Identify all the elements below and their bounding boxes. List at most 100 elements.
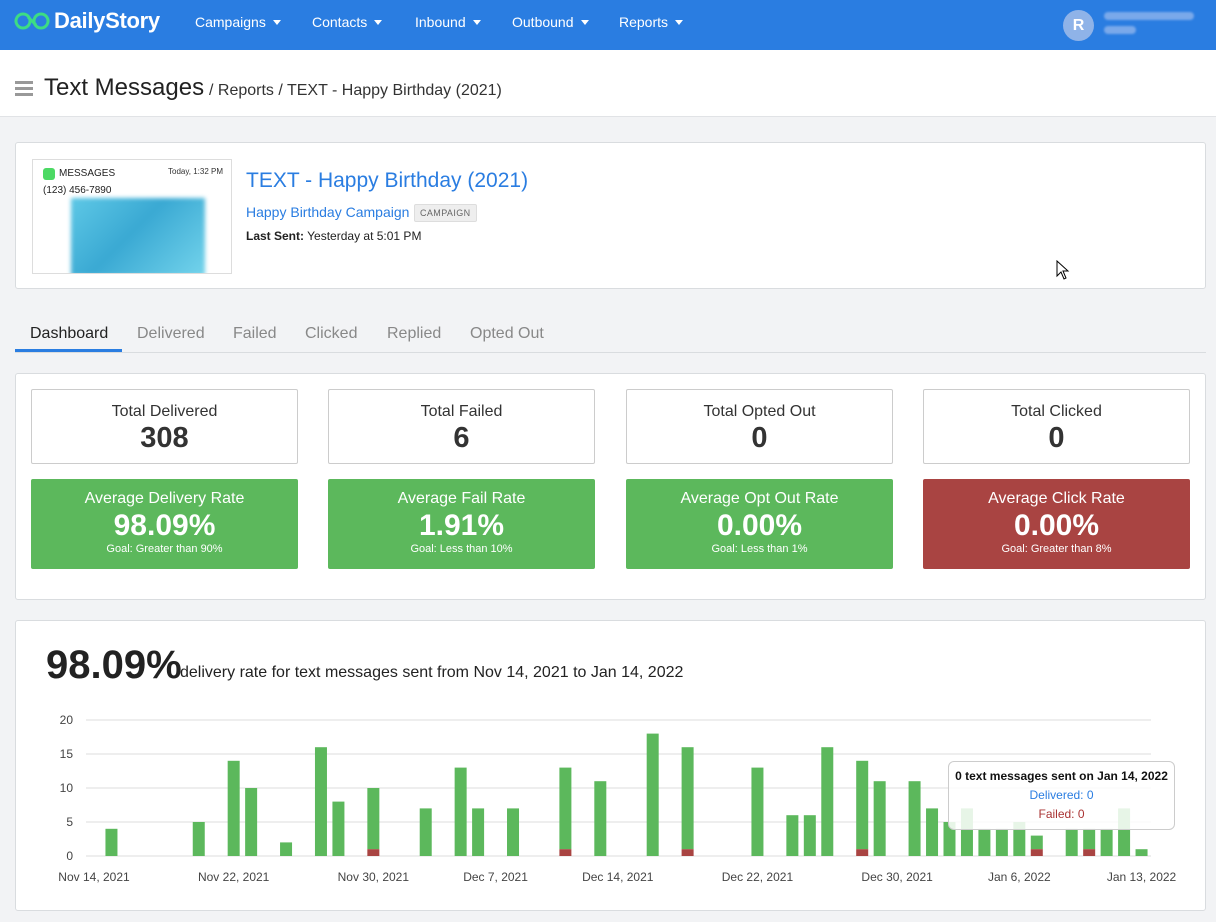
rate-label: Average Opt Out Rate — [680, 490, 839, 507]
tab-delivered[interactable]: Delivered — [137, 325, 205, 342]
bar-failed — [681, 849, 694, 856]
rate-value: 98.09% — [113, 509, 216, 542]
rate-label: Average Click Rate — [988, 490, 1125, 507]
delivery-bar-chart[interactable]: 0 5 10 15 20 Nov 14, 2021 Nov 22, 2021 Nov 30, … — [16, 621, 1205, 910]
bar-delivered — [873, 781, 886, 856]
bar-delivered — [943, 822, 956, 856]
logo-text: DailyStory — [54, 8, 160, 33]
rate-value: 0.00% — [1013, 509, 1100, 542]
campaign-badge: CAMPAIGN — [414, 204, 477, 222]
active-tab-indicator — [15, 349, 122, 352]
tab-clicked[interactable]: Clicked — [305, 325, 358, 342]
y-tick-label: 5 — [66, 815, 73, 829]
caret-down-icon — [272, 19, 281, 25]
bar-delivered — [926, 808, 939, 856]
bar-delivered — [786, 815, 799, 856]
bar-delivered — [192, 822, 205, 856]
message-preview-thumbnail[interactable]: MESSAGES Today, 1:32 PM (123) 456-7890 — [32, 159, 232, 274]
y-tick-label: 15 — [60, 747, 74, 761]
x-tick-label: Dec 22, 2021 — [722, 870, 794, 884]
rate-value: 1.91% — [418, 509, 505, 542]
preview-phone: (123) 456-7890 — [43, 185, 112, 196]
bar-delivered — [1083, 828, 1096, 850]
opt-out-rate-box: Average Opt Out Rate 0.00% Goal: Less th… — [626, 479, 893, 569]
bar-delivered — [856, 760, 869, 850]
bar-failed — [559, 849, 572, 856]
bar-delivered — [1030, 835, 1043, 850]
tab-replied[interactable]: Replied — [387, 325, 442, 342]
stat-label: Total Failed — [420, 403, 503, 420]
caret-down-icon — [374, 19, 383, 25]
y-tick-label: 10 — [60, 781, 74, 795]
y-tick-label: 20 — [60, 713, 74, 727]
nav-outbound[interactable]: Outbound — [512, 14, 589, 30]
nav-campaigns[interactable]: Campaigns — [195, 14, 281, 30]
last-sent-value: Yesterday at 5:01 PM — [307, 229, 422, 243]
bar-delivered — [681, 747, 694, 850]
user-avatar[interactable]: R — [1063, 10, 1094, 41]
bar-delivered — [314, 747, 327, 856]
bar-delivered — [1100, 828, 1113, 856]
nav-label: Contacts — [312, 14, 368, 30]
delivery-rate-box: Average Delivery Rate 98.09% Goal: Great… — [31, 479, 298, 569]
page-header: Text Messages / Reports / TEXT - Happy B… — [0, 50, 1216, 117]
preview-app-label: MESSAGES — [59, 168, 116, 179]
last-sent: Last Sent: Yesterday at 5:01 PM — [246, 229, 421, 243]
rate-goal: Goal: Less than 1% — [711, 543, 808, 555]
x-tick-label: Dec 14, 2021 — [582, 870, 654, 884]
bar-delivered — [803, 815, 816, 856]
bar-failed — [367, 849, 380, 856]
nav-inbound[interactable]: Inbound — [415, 14, 481, 30]
stat-value: 0 — [1048, 422, 1065, 454]
x-tick-label: Nov 30, 2021 — [338, 870, 410, 884]
bar-delivered — [280, 842, 293, 856]
nav-reports[interactable]: Reports — [619, 14, 684, 30]
stat-value: 6 — [453, 422, 470, 454]
x-tick-label: Jan 6, 2022 — [988, 870, 1051, 884]
total-clicked-box: Total Clicked 0 — [923, 389, 1190, 464]
message-details-card: MESSAGES Today, 1:32 PM (123) 456-7890 T… — [15, 142, 1206, 289]
infinity-logo-icon — [14, 12, 50, 30]
bar-delivered — [367, 788, 380, 850]
x-tick-label: Jan 13, 2022 — [1107, 870, 1177, 884]
logo[interactable]: DailyStory — [14, 8, 160, 34]
bar-delivered — [419, 808, 432, 856]
bar-delivered — [1013, 822, 1026, 856]
fail-rate-box: Average Fail Rate 1.91% Goal: Less than … — [328, 479, 595, 569]
tooltip-delivered: Delivered: 0 — [1029, 788, 1094, 802]
tab-failed[interactable]: Failed — [233, 325, 277, 342]
summary-caption: delivery rate for text messages sent fro… — [180, 664, 684, 681]
bar-delivered — [821, 747, 834, 856]
message-title: TEXT - Happy Birthday (2021) — [246, 169, 529, 192]
last-sent-label: Last Sent: — [246, 229, 305, 243]
x-tick-label: Dec 30, 2021 — [861, 870, 933, 884]
bar-failed — [1030, 849, 1043, 856]
campaign-link[interactable]: Happy Birthday Campaign — [246, 204, 410, 220]
bar-delivered — [995, 828, 1008, 856]
total-opted-out-box: Total Opted Out 0 — [626, 389, 893, 464]
user-menu-blurred[interactable] — [1104, 12, 1196, 40]
bar-failed — [856, 849, 869, 856]
bar-failed — [1083, 849, 1096, 856]
tab-dashboard[interactable]: Dashboard — [30, 325, 109, 342]
bar-delivered — [245, 788, 258, 856]
stat-label: Total Delivered — [111, 403, 218, 420]
delivery-chart-card: 0 5 10 15 20 Nov 14, 2021 Nov 22, 2021 Nov 30, … — [15, 620, 1206, 911]
stat-value: 0 — [751, 422, 768, 454]
x-tick-label: Nov 22, 2021 — [198, 870, 270, 884]
rate-value: 0.00% — [716, 509, 803, 542]
rate-goal: Goal: Greater than 8% — [1001, 543, 1112, 555]
bar-delivered — [559, 767, 572, 850]
nav-label: Outbound — [512, 14, 574, 30]
bar-delivered — [472, 808, 485, 856]
nav-contacts[interactable]: Contacts — [312, 14, 383, 30]
caret-down-icon — [472, 19, 481, 25]
nav-label: Reports — [619, 14, 669, 30]
summary-rate: 98.09% — [46, 643, 182, 687]
mouse-cursor-icon — [1056, 260, 1070, 280]
hamburger-menu-icon[interactable] — [15, 81, 33, 99]
top-navbar: DailyStory Campaigns Contacts Inbound Ou… — [0, 0, 1216, 50]
x-tick-label: Dec 7, 2021 — [463, 870, 528, 884]
tab-opted-out[interactable]: Opted Out — [470, 325, 544, 342]
caret-down-icon — [580, 19, 589, 25]
